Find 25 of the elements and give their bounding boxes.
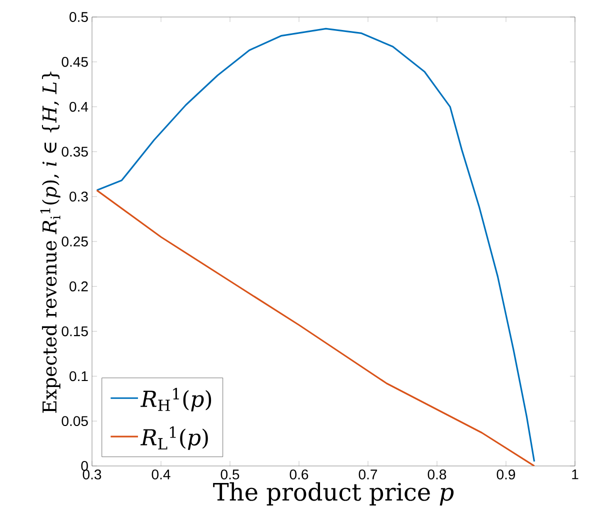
x-tick-label: 0.6 xyxy=(290,470,308,480)
y-tick-label: 0.5 xyxy=(70,12,88,22)
x-tick-label: 1 xyxy=(572,470,578,480)
x-tick-label: 0.5 xyxy=(220,470,240,480)
x-tick-label: 0.8 xyxy=(428,470,446,480)
y-tick-label: 0.25 xyxy=(62,236,88,246)
y-tick-label: 0.35 xyxy=(62,146,88,157)
legend-label: R$_{L}$$^{1}$(p) xyxy=(140,426,208,450)
y-tick-label: 0.15 xyxy=(62,326,88,336)
line-series xyxy=(96,28,536,462)
x-tick-label: 0.9 xyxy=(496,470,516,480)
y-tick-label: 0.4 xyxy=(70,102,88,112)
y-tick-label: 0.2 xyxy=(70,281,88,292)
y-tick-label: 0.1 xyxy=(70,371,88,382)
y-tick-label: 0.3 xyxy=(70,192,88,202)
y-tick-label: 0.05 xyxy=(62,416,88,426)
text: Expected revenue R$_{i}$$^{1}$(p), i ∈ {H, L} xyxy=(40,72,60,413)
y-tick-label: 0 xyxy=(81,461,88,471)
x-tick-label: 0.3 xyxy=(82,470,102,480)
line-series xyxy=(96,190,536,466)
x-tick-label: 0.4 xyxy=(152,470,170,480)
x-axis-title: The product price p xyxy=(213,482,454,506)
y-tick-label: 0.45 xyxy=(62,56,88,67)
x-tick-label: 0.7 xyxy=(358,470,378,480)
legend-label: R$_{H}$$^{1}$(p) xyxy=(140,388,212,412)
